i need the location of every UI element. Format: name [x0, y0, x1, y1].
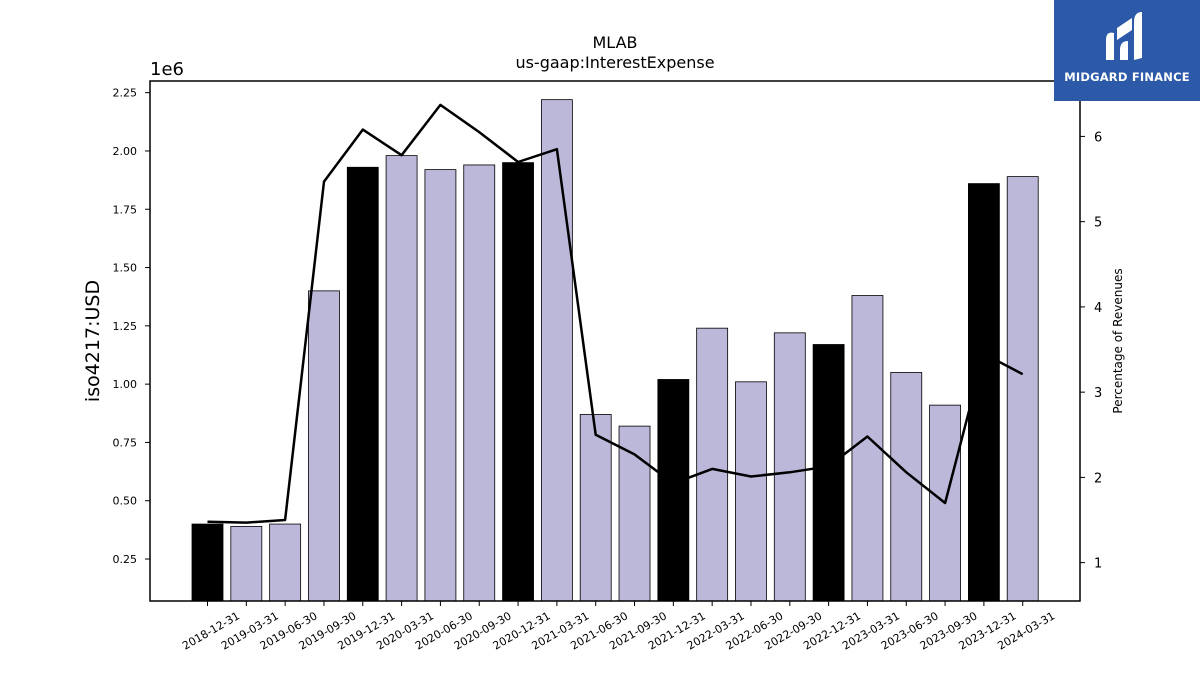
y-right-tick-label: 5: [1094, 216, 1102, 231]
bar: [812, 344, 845, 602]
bar: [230, 525, 263, 602]
bar: [424, 169, 457, 602]
x-axis: 2018-12-312019-03-312019-06-302019-09-30…: [180, 601, 1057, 653]
chart-title: MLAB: [592, 33, 637, 52]
bar: [890, 372, 923, 602]
midgard-finance-logo: MIDGARD FINANCE: [1054, 0, 1200, 101]
y-axis-left: 0.25 0.50 0.75 1.00 1.25 1.50 1.75 2.00 2.25: [113, 87, 150, 566]
bar: [579, 414, 612, 602]
chart-subtitle: us-gaap:InterestExpense: [515, 53, 714, 72]
y-right-tick-label: 2: [1094, 471, 1102, 486]
y-tick-label: 1.00: [113, 378, 138, 391]
plot-frame: [149, 80, 1081, 602]
bar: [346, 166, 379, 602]
y-tick-label: 2.00: [113, 145, 138, 158]
y-tick-label: 0.25: [113, 553, 138, 566]
bar: [308, 290, 340, 602]
y-axis-label: iso4217:USD: [82, 280, 104, 402]
y-right-tick-label: 1: [1094, 557, 1102, 572]
bar: [269, 523, 302, 602]
y-tick-label: 1.75: [113, 203, 138, 216]
bar: [191, 523, 224, 602]
bar: [502, 162, 534, 602]
y-axis-right-label: Percentage of Revenues: [1111, 268, 1125, 413]
y-axis-multiplier: 1e6: [150, 59, 184, 80]
bar: [773, 332, 806, 602]
y-tick-label: 2.25: [113, 87, 138, 100]
logo-text: MIDGARD FINANCE: [1064, 70, 1190, 84]
y-tick-label: 1.50: [113, 262, 138, 275]
bar: [463, 164, 496, 602]
logo-mark-icon: [1106, 12, 1142, 60]
bar: [735, 381, 767, 602]
y-right-tick-label: 6: [1094, 130, 1102, 145]
y-tick-label: 0.50: [113, 495, 138, 508]
y-right-tick-label: 3: [1094, 386, 1102, 401]
bar: [851, 295, 884, 602]
y-tick-label: 0.75: [113, 436, 138, 449]
bar: [618, 425, 651, 602]
y-tick-label: 1.25: [113, 320, 138, 333]
bar: [696, 327, 729, 602]
y-right-tick-label: 4: [1094, 301, 1102, 316]
bar: [540, 99, 573, 602]
bar: [657, 379, 690, 602]
percentage-line: [207, 103, 1024, 524]
bar: [1006, 176, 1039, 602]
line-series: [207, 103, 1024, 524]
bar: [385, 155, 418, 602]
bar-series: [191, 99, 1039, 602]
y-axis-right: 1 2 3 4 5 6: [1080, 130, 1102, 572]
